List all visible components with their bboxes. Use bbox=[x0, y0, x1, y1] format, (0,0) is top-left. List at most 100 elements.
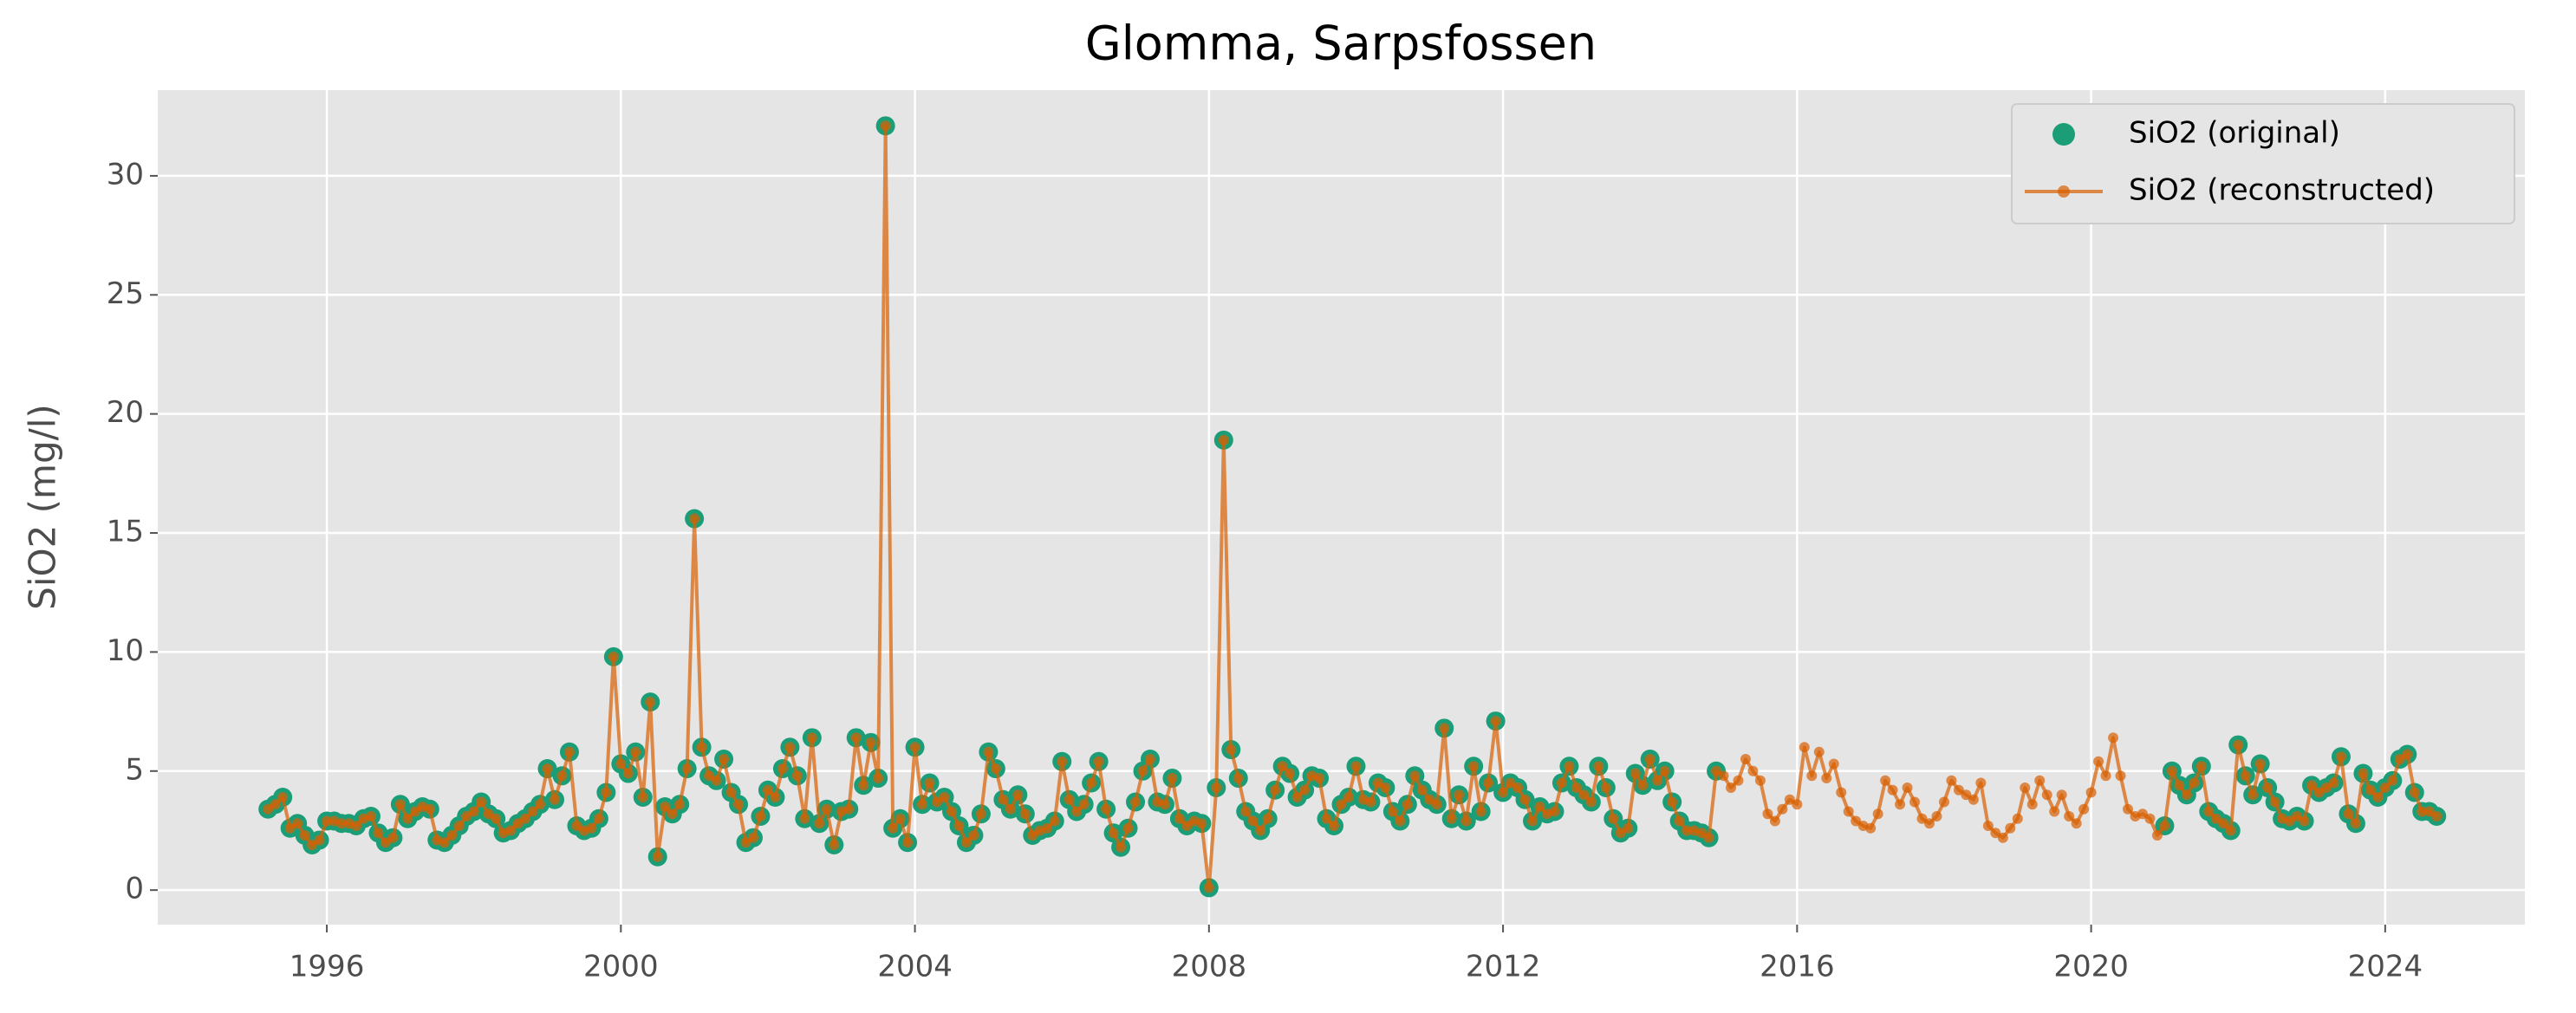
reconstructed-point bbox=[2423, 806, 2435, 817]
reconstructed-point bbox=[843, 803, 855, 815]
reconstructed-point bbox=[2100, 770, 2111, 782]
reconstructed-point bbox=[1990, 828, 2001, 839]
legend-label: SiO2 (reconstructed) bbox=[2129, 173, 2435, 208]
reconstructed-point bbox=[1108, 828, 1119, 839]
reconstructed-point bbox=[660, 801, 671, 812]
reconstructed-point bbox=[549, 794, 560, 805]
reconstructed-point bbox=[1255, 825, 1266, 836]
reconstructed-point bbox=[990, 763, 1001, 775]
reconstructed-point bbox=[1571, 782, 1582, 794]
reconstructed-point bbox=[1578, 789, 1590, 801]
reconstructed-point bbox=[1483, 777, 1494, 789]
reconstructed-point bbox=[1630, 768, 1641, 779]
reconstructed-point bbox=[2379, 782, 2391, 794]
reconstructed-point bbox=[1997, 832, 2008, 843]
reconstructed-point bbox=[1667, 796, 1678, 808]
reconstructed-point bbox=[483, 808, 494, 820]
reconstructed-point bbox=[953, 820, 965, 831]
reconstructed-point bbox=[1799, 742, 1810, 753]
chart-title: Glomma, Sarpsfossen bbox=[1085, 16, 1597, 71]
reconstructed-point bbox=[755, 810, 766, 821]
reconstructed-point bbox=[637, 792, 648, 803]
reconstructed-point bbox=[917, 799, 928, 810]
reconstructed-point bbox=[932, 796, 943, 808]
reconstructed-point bbox=[1240, 806, 1252, 817]
reconstructed-point bbox=[350, 820, 361, 831]
reconstructed-point bbox=[2372, 792, 2384, 803]
reconstructed-point bbox=[1674, 815, 1685, 827]
reconstructed-point bbox=[2343, 808, 2354, 820]
reconstructed-point bbox=[1836, 787, 1847, 798]
reconstructed-point bbox=[1754, 775, 1766, 786]
reconstructed-point bbox=[2049, 806, 2060, 817]
reconstructed-point bbox=[1233, 773, 1244, 784]
reconstructed-point bbox=[2085, 787, 2097, 798]
reconstructed-point bbox=[2056, 789, 2067, 801]
reconstructed-point bbox=[1291, 792, 1303, 803]
reconstructed-point bbox=[1608, 813, 1619, 824]
reconstructed-point bbox=[1042, 822, 1053, 834]
reconstructed-point bbox=[1122, 822, 1134, 834]
reconstructed-point bbox=[770, 792, 781, 803]
reconstructed-point bbox=[1012, 789, 1024, 801]
reconstructed-point bbox=[1329, 820, 1340, 831]
reconstructed-point bbox=[762, 784, 773, 795]
reconstructed-point bbox=[1218, 434, 1229, 445]
reconstructed-point bbox=[1747, 765, 1759, 776]
reconstructed-point bbox=[1144, 754, 1155, 765]
reconstructed-point bbox=[1556, 777, 1567, 789]
reconstructed-point bbox=[2254, 758, 2266, 769]
reconstructed-point bbox=[2181, 789, 2192, 801]
reconstructed-point bbox=[1740, 754, 1751, 765]
reconstructed-point bbox=[314, 834, 325, 846]
reconstructed-point bbox=[1512, 782, 1524, 794]
reconstructed-point bbox=[1116, 841, 1127, 853]
reconstructed-point bbox=[2402, 749, 2413, 760]
reconstructed-point bbox=[821, 803, 832, 815]
reconstructed-point bbox=[674, 799, 686, 810]
y-tick-label: 0 bbox=[125, 872, 144, 906]
reconstructed-point bbox=[1851, 815, 1862, 827]
reconstructed-point bbox=[689, 513, 700, 524]
reconstructed-point bbox=[380, 837, 391, 848]
reconstructed-point bbox=[681, 763, 693, 775]
reconstructed-point bbox=[1454, 789, 1465, 801]
reconstructed-point bbox=[865, 737, 876, 748]
reconstructed-point bbox=[1416, 784, 1428, 795]
reconstructed-point bbox=[1703, 832, 1714, 843]
reconstructed-point bbox=[1446, 813, 1457, 824]
reconstructed-point bbox=[1916, 813, 1928, 824]
reconstructed-point bbox=[2284, 815, 2295, 827]
reconstructed-point bbox=[1299, 784, 1311, 795]
reconstructed-point bbox=[983, 746, 994, 757]
reconstructed-point bbox=[2417, 806, 2428, 817]
reconstructed-point bbox=[2269, 796, 2280, 808]
reconstructed-point bbox=[1718, 770, 1729, 782]
reconstructed-point bbox=[2240, 770, 2251, 782]
reconstructed-point bbox=[725, 787, 737, 798]
reconstructed-point bbox=[1064, 794, 1075, 805]
reconstructed-point bbox=[2108, 732, 2119, 744]
reconstructed-point bbox=[1005, 803, 1016, 815]
reconstructed-point bbox=[1880, 775, 1891, 786]
reconstructed-point bbox=[387, 832, 399, 843]
reconstructed-point bbox=[1593, 761, 1604, 772]
reconstructed-point bbox=[394, 799, 406, 810]
reconstructed-point bbox=[2064, 810, 2075, 821]
reconstructed-point bbox=[1652, 775, 1663, 786]
reconstructed-point bbox=[1460, 815, 1472, 827]
reconstructed-point bbox=[2041, 789, 2052, 801]
reconstructed-point bbox=[2218, 818, 2229, 829]
reconstructed-point bbox=[2166, 765, 2177, 776]
reconstructed-point bbox=[2195, 761, 2207, 772]
reconstructed-point bbox=[1270, 784, 1281, 795]
y-tick-label: 30 bbox=[107, 157, 144, 192]
reconstructed-point bbox=[1343, 792, 1354, 803]
reconstructed-point bbox=[652, 851, 663, 862]
reconstructed-point bbox=[622, 768, 634, 779]
reconstructed-point bbox=[2005, 822, 2016, 834]
reconstructed-point bbox=[284, 822, 296, 834]
reconstructed-point bbox=[909, 742, 920, 753]
reconstructed-point bbox=[1475, 806, 1486, 817]
reconstructed-point bbox=[1777, 803, 1788, 815]
